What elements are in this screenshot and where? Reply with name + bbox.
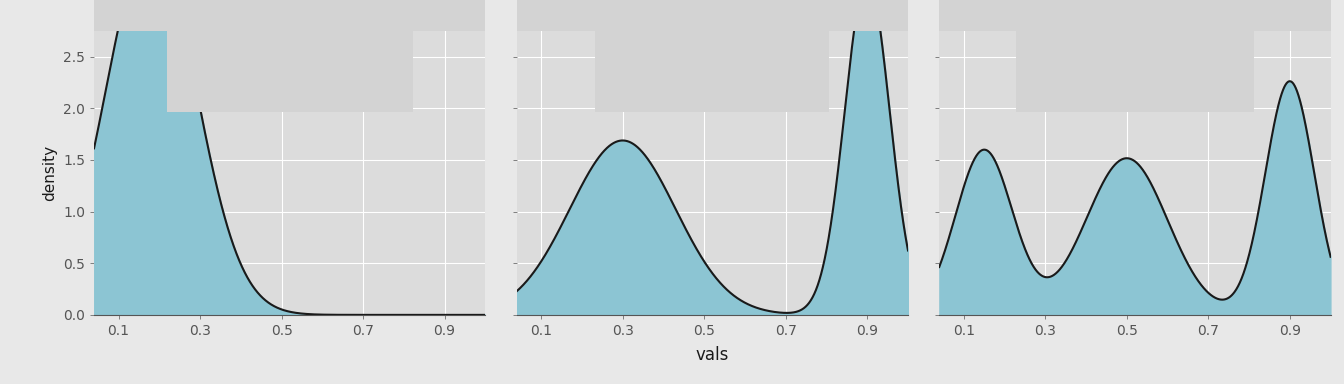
- Y-axis label: density: density: [43, 145, 58, 201]
- Title: Trimodal: Trimodal: [1099, 11, 1171, 29]
- X-axis label: vals: vals: [696, 346, 728, 364]
- Title: Bimodal: Bimodal: [679, 11, 746, 29]
- Title: Unimodal: Unimodal: [250, 11, 329, 29]
